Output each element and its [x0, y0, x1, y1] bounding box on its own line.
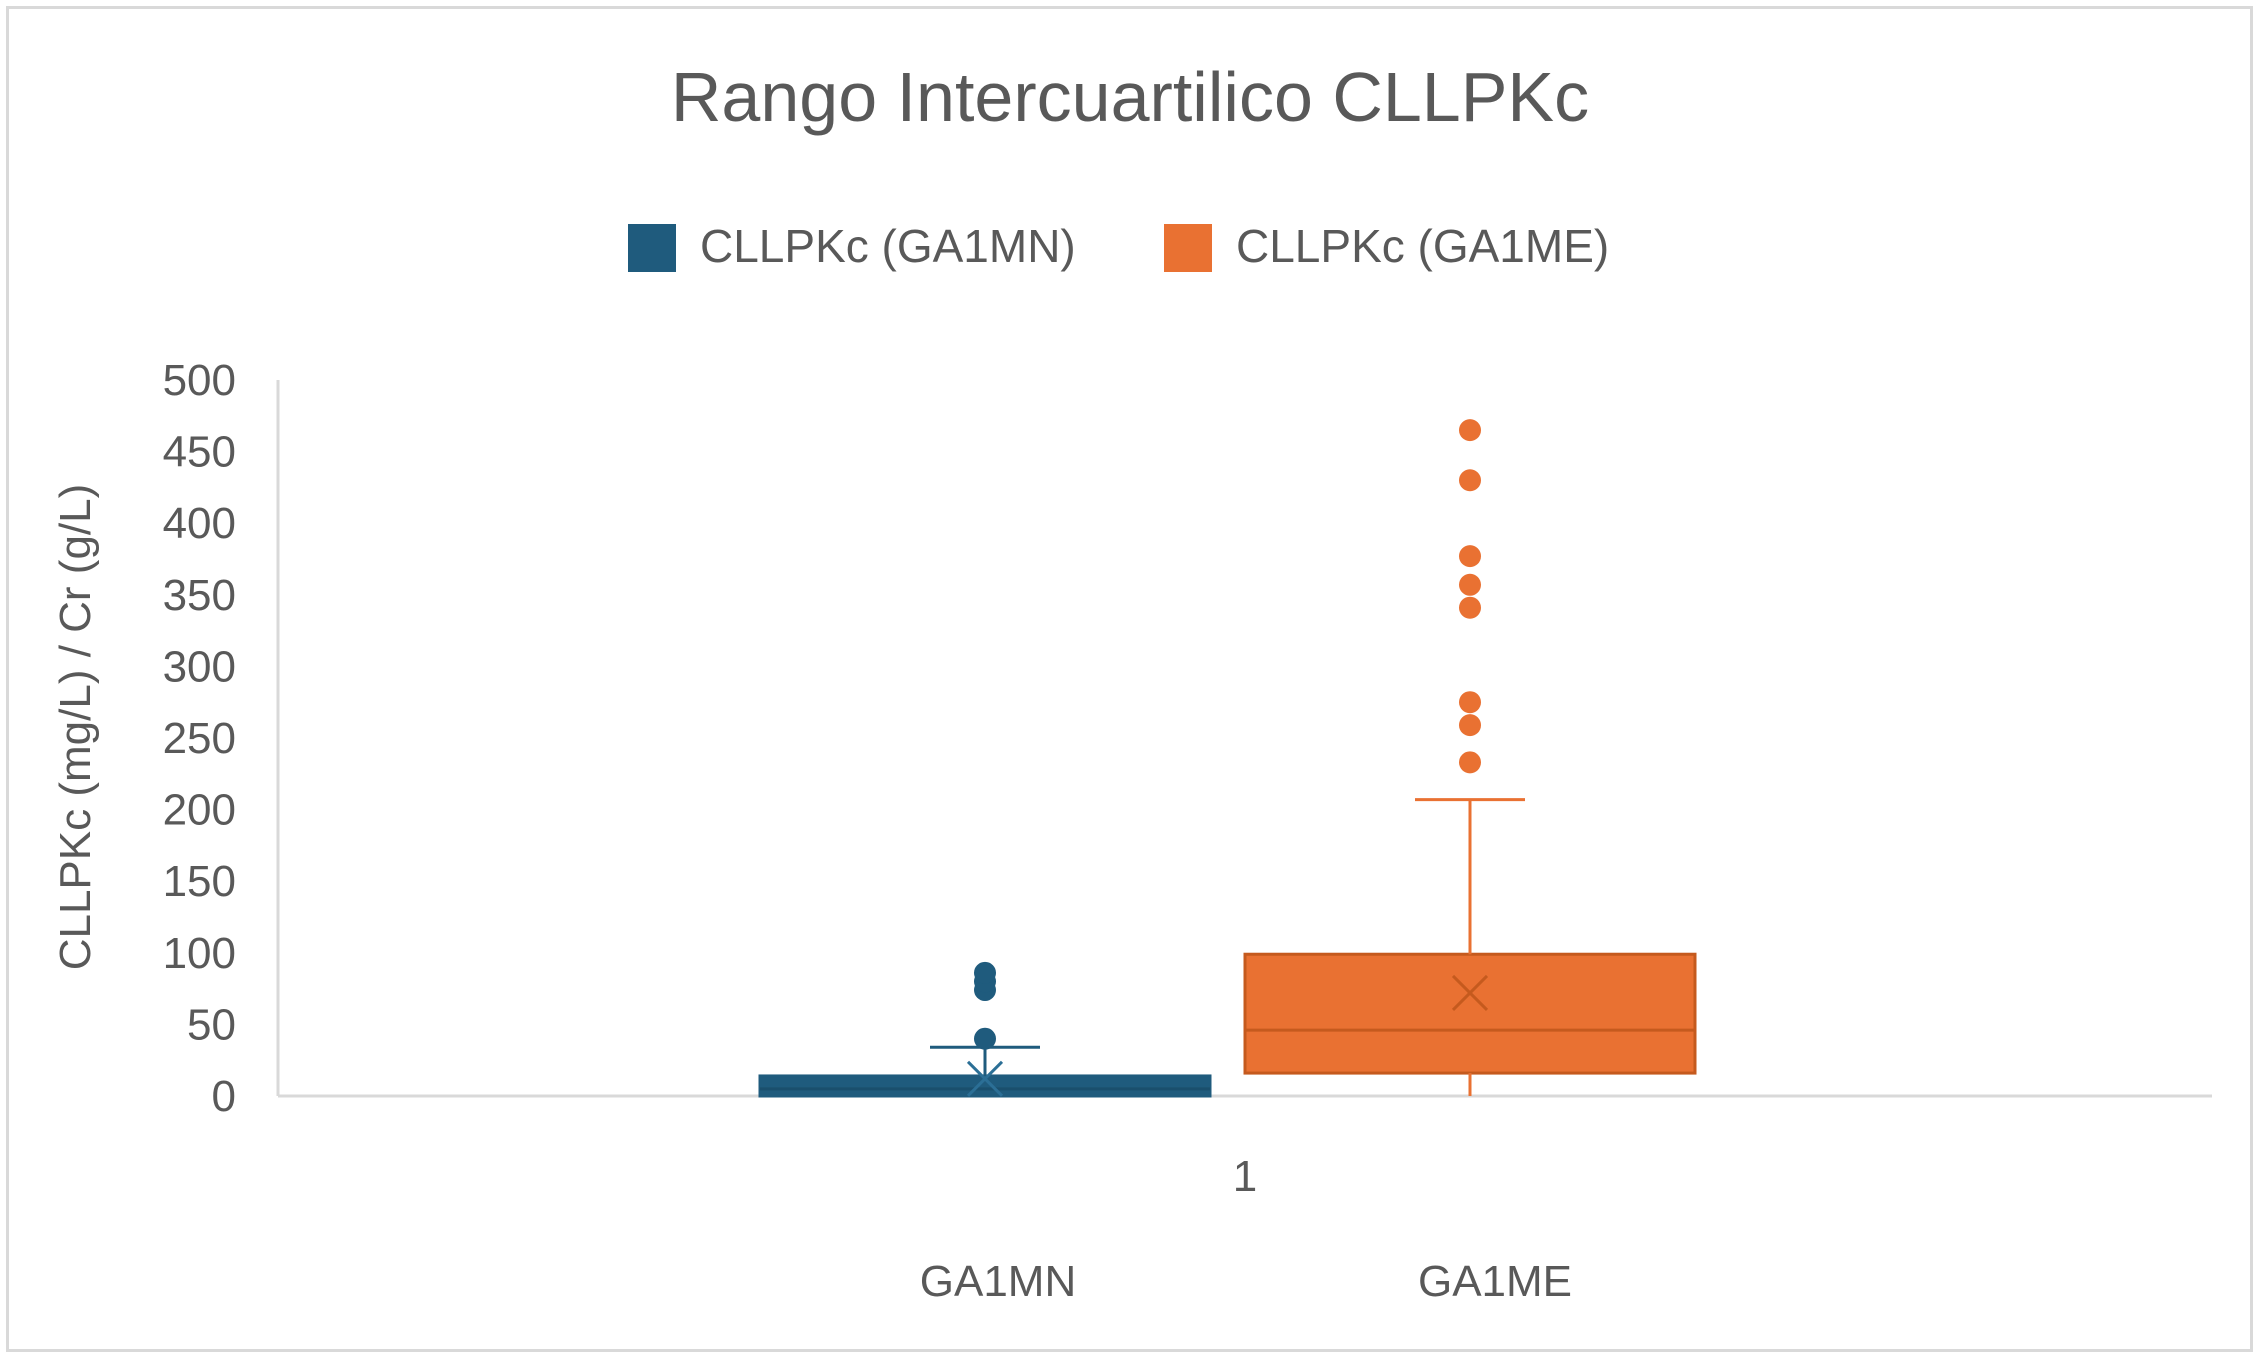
box-iqr — [1243, 952, 1697, 1075]
outlier-point — [1459, 419, 1481, 442]
y-tick-label: 100 — [163, 929, 236, 978]
outlier-point — [1459, 596, 1481, 619]
y-tick-label: 200 — [163, 786, 236, 835]
legend-label: CLLPKc (GA1MN) — [700, 220, 1076, 272]
outlier-point — [1459, 714, 1481, 737]
box-series — [758, 961, 1212, 1098]
x-category-label: 1 — [1233, 1152, 1257, 1201]
y-tick-label: 150 — [163, 857, 236, 906]
y-tick-label: 50 — [187, 1000, 236, 1049]
legend-swatch — [628, 224, 676, 272]
mean-marker — [966, 1060, 1004, 1097]
group-label: GA1MN — [920, 1257, 1076, 1306]
y-tick-label: 400 — [163, 499, 236, 548]
y-tick-label: 250 — [163, 714, 236, 763]
legend-label: CLLPKc (GA1ME) — [1236, 220, 1609, 272]
group-labels: GA1MN GA1ME — [920, 1257, 1572, 1306]
box-plots — [758, 419, 1697, 1098]
y-axis-ticks: 0 50 100 150 200 250 300 350 400 450 500 — [163, 356, 236, 1121]
outlier-point — [974, 1027, 996, 1050]
y-tick-label: 300 — [163, 642, 236, 691]
legend-swatch — [1164, 224, 1212, 272]
outlier-point — [1459, 545, 1481, 568]
chart-title: Rango Intercuartilico CLLPKc — [671, 58, 1589, 136]
chart-frame — [6, 6, 2253, 1352]
legend: CLLPKc (GA1MN) CLLPKc (GA1ME) — [628, 220, 1609, 272]
group-label: GA1ME — [1418, 1257, 1572, 1306]
y-tick-label: 500 — [163, 356, 236, 405]
y-tick-label: 350 — [163, 571, 236, 620]
y-tick-label: 0 — [212, 1072, 236, 1121]
y-tick-label: 450 — [163, 428, 236, 477]
outlier-point — [974, 961, 996, 984]
box-series — [1243, 419, 1697, 1096]
outlier-point — [1459, 469, 1481, 492]
y-axis-title: CLLPKc (mg/L) / Cr (g/L) — [51, 484, 100, 971]
outlier-point — [1459, 573, 1481, 596]
outlier-point — [1459, 691, 1481, 714]
mean-marker — [1451, 974, 1489, 1011]
outlier-point — [1459, 751, 1481, 774]
